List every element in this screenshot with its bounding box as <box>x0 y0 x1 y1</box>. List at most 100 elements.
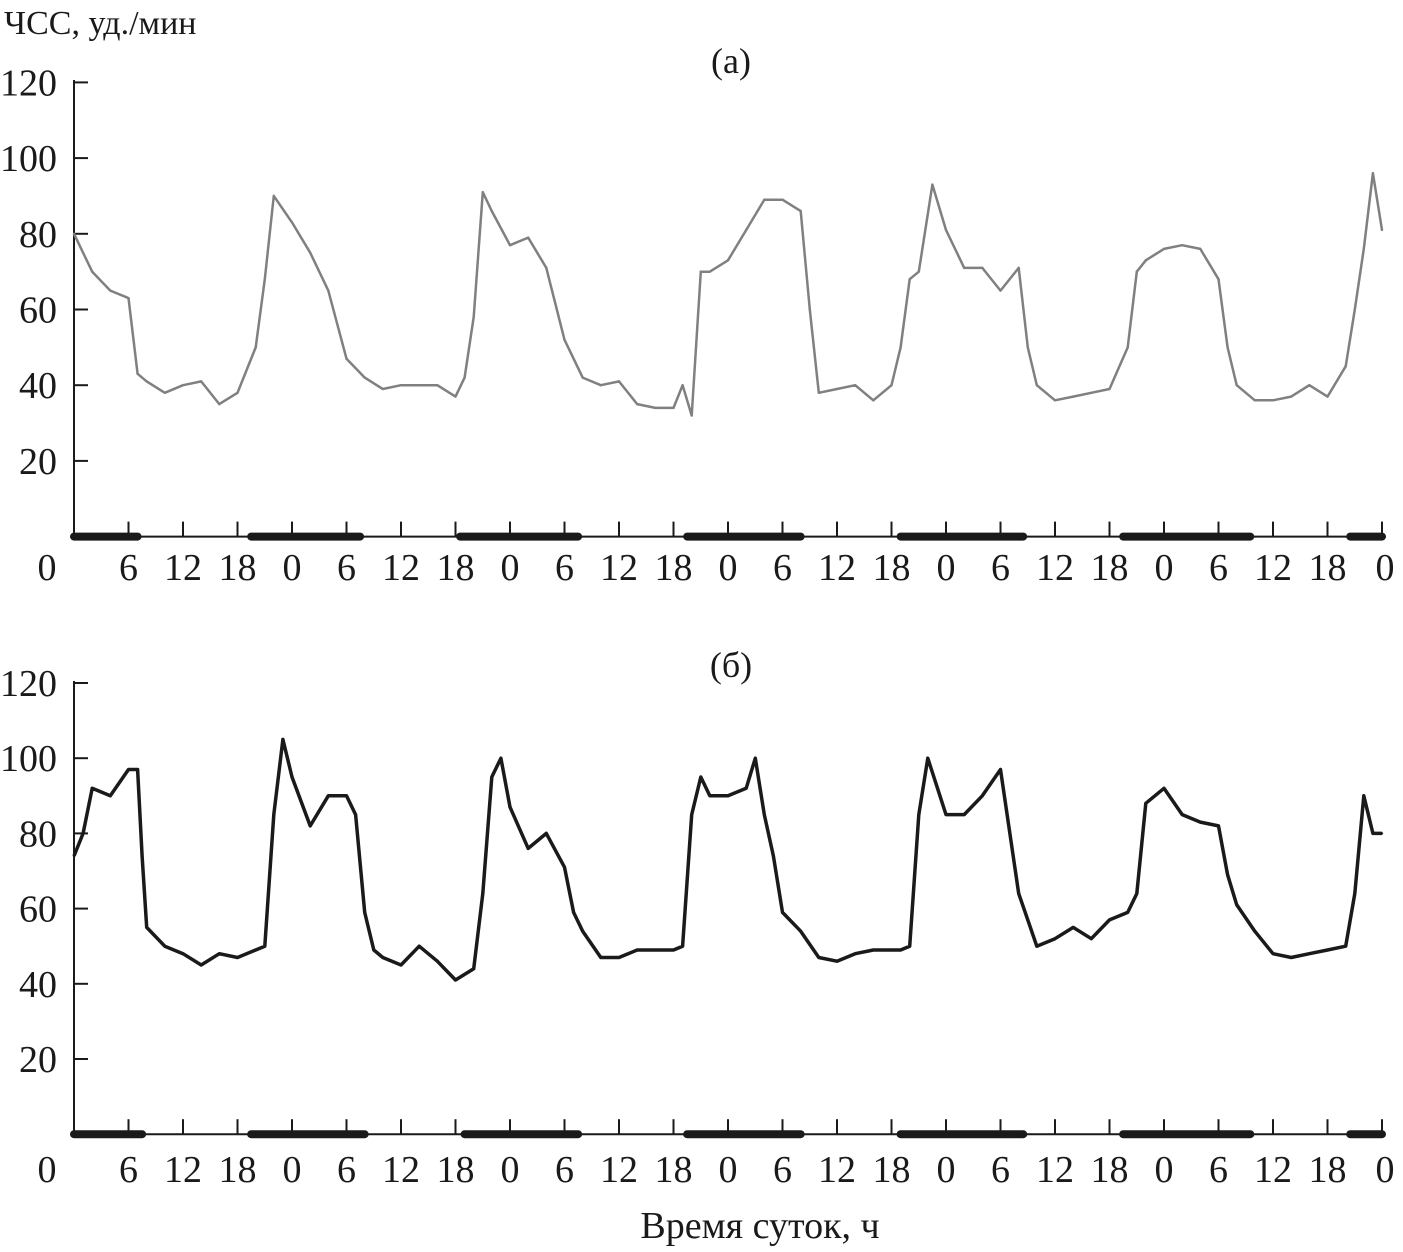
heart-rate-point <box>781 198 784 201</box>
heart-rate-point <box>109 794 112 797</box>
heart-rate-point <box>140 854 144 858</box>
heart-rate-series-line <box>72 737 1382 982</box>
x-tick-label: 6 <box>991 1149 1010 1191</box>
heart-rate-point <box>1126 911 1129 914</box>
heart-rate-point <box>454 978 457 982</box>
heart-rate-point <box>872 399 875 402</box>
heart-rate-point <box>931 183 934 186</box>
heart-rate-point <box>726 794 730 797</box>
y-tick-label: 20 <box>19 441 57 483</box>
heart-rate-point <box>899 948 902 952</box>
x-tick-label: 18 <box>873 1149 911 1191</box>
heart-rate-point <box>681 384 684 387</box>
y-tick-label: 120 <box>0 62 57 104</box>
heart-rate-point <box>763 198 766 201</box>
heart-rate-point <box>181 384 185 387</box>
heart-rate-point <box>799 209 802 213</box>
heart-rate-point <box>672 406 675 410</box>
heart-rate-point <box>917 813 920 816</box>
heart-rate-point <box>926 757 930 760</box>
x-tick-label: 18 <box>1309 1149 1347 1191</box>
heart-rate-point <box>236 956 239 959</box>
heart-rate-point <box>1071 395 1075 398</box>
heart-rate-point <box>1308 384 1311 387</box>
heart-rate-point <box>381 956 385 959</box>
heart-rate-point <box>899 346 902 349</box>
heart-rate-point <box>1326 395 1329 398</box>
heart-rate-point <box>163 391 167 394</box>
heart-rate-point <box>308 251 312 254</box>
heart-rate-point <box>399 384 403 387</box>
heart-rate-point <box>1180 243 1184 247</box>
heart-rate-point <box>354 813 357 816</box>
x-tick-label: 0 <box>1155 547 1174 589</box>
heart-rate-point <box>436 384 439 387</box>
heart-rate-point <box>1380 832 1384 835</box>
heart-rate-point <box>1217 824 1220 828</box>
heart-rate-point <box>399 963 403 967</box>
x-tick-label: 6 <box>773 547 792 589</box>
heart-rate-point <box>454 395 457 398</box>
heart-rate-point <box>290 221 294 224</box>
heart-rate-point <box>436 960 439 963</box>
heart-rate-point <box>654 948 657 952</box>
heart-rate-point <box>635 948 639 952</box>
heart-rate-point <box>1217 278 1220 281</box>
heart-rate-point <box>944 228 948 232</box>
heart-rate-point <box>962 813 966 816</box>
heart-rate-point <box>681 945 684 948</box>
heart-rate-point <box>481 190 484 194</box>
heart-rate-point <box>981 794 984 797</box>
heart-rate-series-line <box>72 171 1384 417</box>
heart-rate-point <box>744 228 748 232</box>
heart-rate-point <box>1090 937 1093 940</box>
heart-rate-point <box>90 787 94 790</box>
x-tick-label: 0 <box>501 1149 520 1191</box>
heart-rate-point <box>890 384 893 387</box>
heart-rate-point <box>254 346 257 349</box>
heart-rate-point <box>1199 820 1202 824</box>
heart-rate-point <box>136 768 139 771</box>
heart-rate-point <box>1226 873 1229 876</box>
heart-rate-point <box>145 380 148 383</box>
x-tick-label: 12 <box>818 1149 856 1191</box>
x-tick-label: 12 <box>1254 1149 1292 1191</box>
heart-rate-point <box>835 387 839 391</box>
heart-rate-point <box>563 338 566 341</box>
x-tick-label: 12 <box>1036 547 1074 589</box>
heart-rate-point <box>981 266 984 270</box>
heart-rate-point <box>999 768 1002 771</box>
heart-rate-point <box>263 945 266 948</box>
heart-rate-point <box>508 243 512 247</box>
y-tick-label: 100 <box>0 738 57 780</box>
heart-rate-point <box>218 402 221 406</box>
x-tick-label: 6 <box>1209 1149 1228 1191</box>
heart-rate-point <box>381 387 385 391</box>
heart-rate-point <box>281 738 285 741</box>
x-tick-label: 6 <box>991 547 1010 589</box>
x-tick-label: 0 <box>283 1149 302 1191</box>
heart-rate-point <box>908 278 911 281</box>
heart-rate-point <box>563 866 566 869</box>
heart-rate-point <box>1371 172 1375 175</box>
x-tick-label: 12 <box>818 547 856 589</box>
heart-rate-point <box>1253 399 1257 402</box>
x-tick-label: 6 <box>1209 547 1228 589</box>
heart-rate-point <box>363 911 366 914</box>
heart-rate-point <box>472 967 475 970</box>
heart-rate-point <box>218 952 221 955</box>
heart-rate-point <box>1199 247 1202 251</box>
heart-rate-point <box>1180 813 1184 816</box>
heart-rate-point <box>490 209 494 213</box>
heart-rate-point <box>617 956 621 959</box>
x-tick-label: 18 <box>219 1149 257 1191</box>
heart-rate-point <box>308 824 312 828</box>
heart-rate-point <box>853 384 857 387</box>
heart-rate-point <box>1271 952 1275 955</box>
x-tick-label: 18 <box>219 547 257 589</box>
heart-rate-point <box>1017 892 1020 895</box>
x-tick-label: 18 <box>655 1149 693 1191</box>
x-tick-label: 0 <box>1155 1149 1174 1191</box>
heart-rate-point <box>817 391 821 394</box>
heart-rate-point <box>672 948 675 952</box>
